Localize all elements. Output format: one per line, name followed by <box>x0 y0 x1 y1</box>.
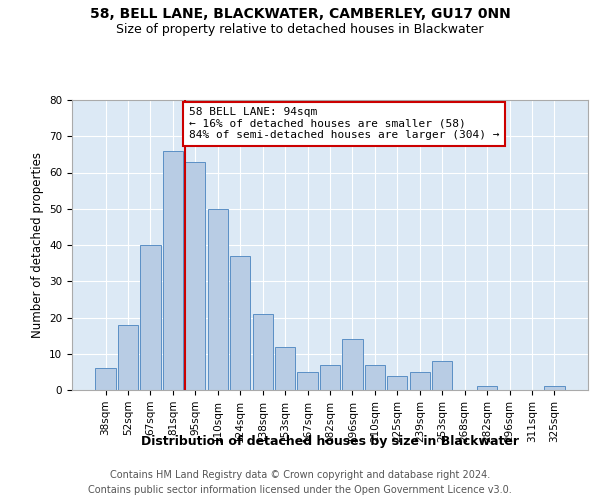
Bar <box>432 361 452 390</box>
Bar <box>544 386 565 390</box>
Bar <box>208 209 228 390</box>
Bar <box>365 364 385 390</box>
Text: 58, BELL LANE, BLACKWATER, CAMBERLEY, GU17 0NN: 58, BELL LANE, BLACKWATER, CAMBERLEY, GU… <box>89 8 511 22</box>
Text: Size of property relative to detached houses in Blackwater: Size of property relative to detached ho… <box>116 22 484 36</box>
Bar <box>163 151 183 390</box>
Bar <box>253 314 273 390</box>
Bar <box>140 245 161 390</box>
Y-axis label: Number of detached properties: Number of detached properties <box>31 152 44 338</box>
Bar <box>410 372 430 390</box>
Bar <box>95 368 116 390</box>
Bar <box>477 386 497 390</box>
Text: 58 BELL LANE: 94sqm
← 16% of detached houses are smaller (58)
84% of semi-detach: 58 BELL LANE: 94sqm ← 16% of detached ho… <box>188 108 499 140</box>
Bar <box>298 372 317 390</box>
Bar <box>387 376 407 390</box>
Text: Distribution of detached houses by size in Blackwater: Distribution of detached houses by size … <box>141 435 519 448</box>
Text: Contains HM Land Registry data © Crown copyright and database right 2024.
Contai: Contains HM Land Registry data © Crown c… <box>88 470 512 495</box>
Bar <box>275 346 295 390</box>
Bar <box>320 364 340 390</box>
Bar <box>230 256 250 390</box>
Bar <box>118 325 138 390</box>
Bar <box>343 339 362 390</box>
Bar <box>185 162 205 390</box>
